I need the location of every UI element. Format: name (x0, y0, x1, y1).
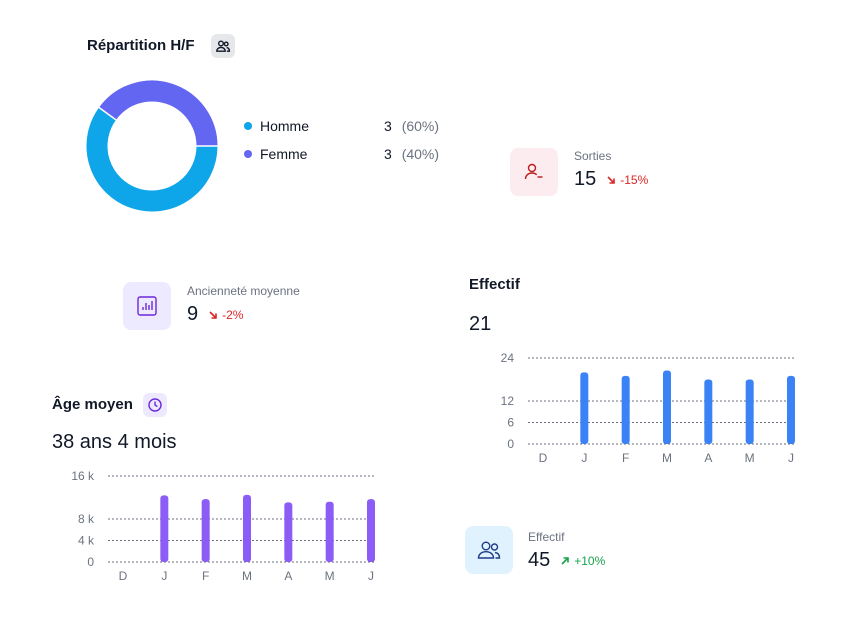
effectif-xtick-label: M (745, 451, 755, 465)
anciennete-trend: -2% (208, 308, 243, 322)
repartition-donut-chart (86, 80, 218, 212)
sorties-value: 15 (574, 168, 597, 190)
effectif-chart-value: 21 (469, 313, 492, 335)
legend-dot-femme (244, 150, 252, 158)
sorties-trend-value: -15% (620, 172, 649, 187)
sorties-label: Sorties (574, 149, 612, 163)
legend-item-homme: Homme 3 (60%) (244, 118, 444, 134)
effectif-bar-chart: 24 12 6 0 D J F M A M J (501, 351, 796, 465)
age-ytick-label: 0 (87, 555, 94, 569)
age-xtick-label: F (202, 569, 209, 583)
age-clock-icon[interactable] (143, 393, 167, 417)
effectif-bar-1[interactable] (580, 372, 589, 444)
donut-slice-femme (99, 80, 218, 147)
age-xtick-label: M (325, 569, 335, 583)
user-minus-icon (524, 163, 543, 180)
effectif-ytick-label: 6 (507, 416, 514, 430)
users-icon (477, 541, 501, 559)
age-xtick-label: A (284, 569, 292, 583)
age-value: 38 ans 4 mois (52, 431, 177, 453)
donut-slice-homme (86, 107, 218, 212)
legend-dot-homme (244, 122, 252, 130)
effectif-bar-6[interactable] (787, 375, 795, 444)
age-ytick-label: 16 k (71, 469, 95, 483)
age-xtick-label: M (242, 569, 252, 583)
age-xtick-label: J (368, 569, 374, 583)
effectif-kpi-trend-value: +10% (574, 553, 606, 568)
legend-count-femme: 3 (384, 146, 392, 162)
repartition-users-icon[interactable] (211, 34, 235, 58)
effectif-icon-box (465, 526, 513, 574)
arrow-down-right-icon (209, 310, 217, 319)
age-bar-2[interactable] (201, 499, 210, 562)
effectif-ytick-label: 0 (507, 437, 514, 451)
effectif-xtick-label: M (662, 451, 672, 465)
effectif-kpi-trend: +10% (560, 554, 605, 568)
arrow-down-right-icon (607, 175, 616, 184)
legend-pct-homme: (60%) (401, 118, 440, 134)
effectif-xtick-label: A (704, 451, 712, 465)
effectif-ytick-label: 12 (501, 394, 515, 408)
anciennete-label: Ancienneté moyenne (187, 284, 300, 298)
age-bar-3[interactable] (243, 494, 251, 562)
effectif-xtick-label: J (581, 451, 587, 465)
age-ytick-label: 8 k (78, 512, 95, 526)
age-bar-5[interactable] (325, 501, 334, 562)
anciennete-value-row: 9 -2% (187, 303, 243, 326)
age-bar-1[interactable] (160, 495, 169, 562)
legend-pct-femme: (40%) (401, 146, 440, 162)
legend-label-femme: Femme (260, 146, 308, 162)
bar-chart-icon (137, 296, 157, 316)
effectif-bar-4[interactable] (704, 379, 713, 445)
effectif-chart-title: Effectif (469, 276, 520, 293)
anciennete-icon-box (123, 282, 171, 330)
sorties-icon-box (510, 148, 558, 196)
donut-separator (98, 106, 117, 121)
effectif-bar-3[interactable] (663, 370, 671, 444)
sorties-trend: -15% (606, 173, 648, 187)
effectif-kpi-value-row: 45 +10% (528, 549, 605, 572)
effectif-kpi-label: Effectif (528, 530, 565, 544)
anciennete-trend-value: -2% (222, 307, 244, 322)
age-bar-chart: 16 k 8 k 4 k 0 D J F M A M J (71, 469, 376, 583)
legend-label-homme: Homme (260, 118, 310, 134)
age-ytick-label: 4 k (78, 534, 95, 548)
age-title: Âge moyen (52, 396, 133, 413)
sorties-value-row: 15 -15% (574, 168, 648, 191)
legend-item-femme: Femme 3 (40%) (244, 146, 444, 162)
effectif-bar-5[interactable] (745, 379, 754, 445)
effectif-bar-2[interactable] (621, 375, 630, 444)
effectif-xtick-label: D (539, 451, 548, 465)
age-xtick-label: J (161, 569, 167, 583)
repartition-title: Répartition H/F (87, 37, 195, 54)
effectif-xtick-label: F (622, 451, 629, 465)
legend-count-homme: 3 (384, 118, 392, 134)
anciennete-value: 9 (187, 303, 199, 325)
effectif-kpi-value: 45 (528, 549, 551, 571)
arrow-up-right-icon (561, 556, 570, 565)
age-bar-6[interactable] (367, 499, 375, 562)
effectif-xtick-label: J (788, 451, 794, 465)
age-bar-4[interactable] (284, 502, 293, 562)
age-xtick-label: D (119, 569, 128, 583)
effectif-ytick-label: 24 (501, 351, 515, 365)
